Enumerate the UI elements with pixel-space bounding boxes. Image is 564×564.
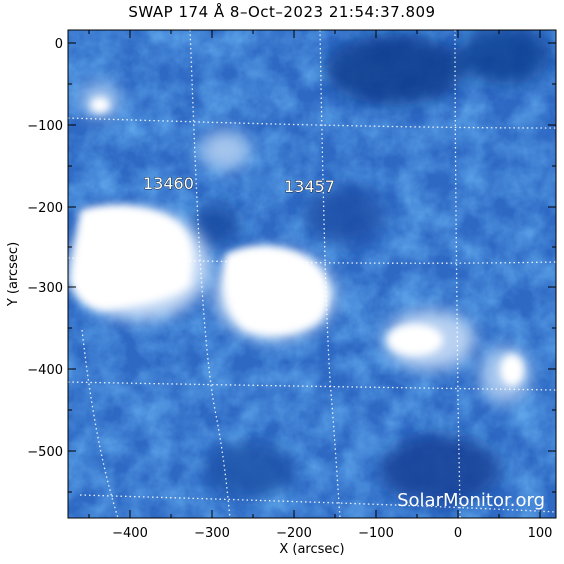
image-title: SWAP 174 Å 8–Oct–2023 21:54:37.809 (128, 3, 436, 21)
y-tick-label: −300 (27, 281, 63, 296)
y-tick-label: −100 (27, 119, 63, 134)
y-tick-label: −500 (27, 445, 63, 460)
x-tick-label: 0 (454, 526, 462, 541)
bright-cores (70, 97, 524, 386)
y-tick-label: −200 (27, 201, 63, 216)
x-tick-label: 100 (528, 526, 553, 541)
x-tick-label: −400 (112, 526, 148, 541)
x-tick-label: −300 (194, 526, 230, 541)
coordinate-grid (68, 30, 556, 518)
x-tick-labels: −400 −300 −200 −100 0 100 (112, 526, 552, 541)
solar-image: 13460 13457 SolarMonitor.org (68, 30, 556, 518)
x-axis-label: X (arcsec) (279, 542, 344, 557)
region-label-13457: 13457 (284, 177, 335, 196)
x-tick-label: −100 (358, 526, 394, 541)
plot-frame (67, 29, 557, 519)
dark-regions (190, 30, 550, 505)
axis-ticks (68, 30, 556, 518)
y-tick-label: −400 (27, 363, 63, 378)
watermark: SolarMonitor.org (397, 490, 545, 511)
x-tick-label: −200 (276, 526, 312, 541)
y-tick-label: 0 (55, 37, 63, 52)
y-tick-labels: 0 −100 −200 −300 −400 −500 (27, 37, 63, 460)
y-axis-label: Y (arcsec) (6, 242, 21, 307)
region-label-13460: 13460 (143, 174, 194, 193)
